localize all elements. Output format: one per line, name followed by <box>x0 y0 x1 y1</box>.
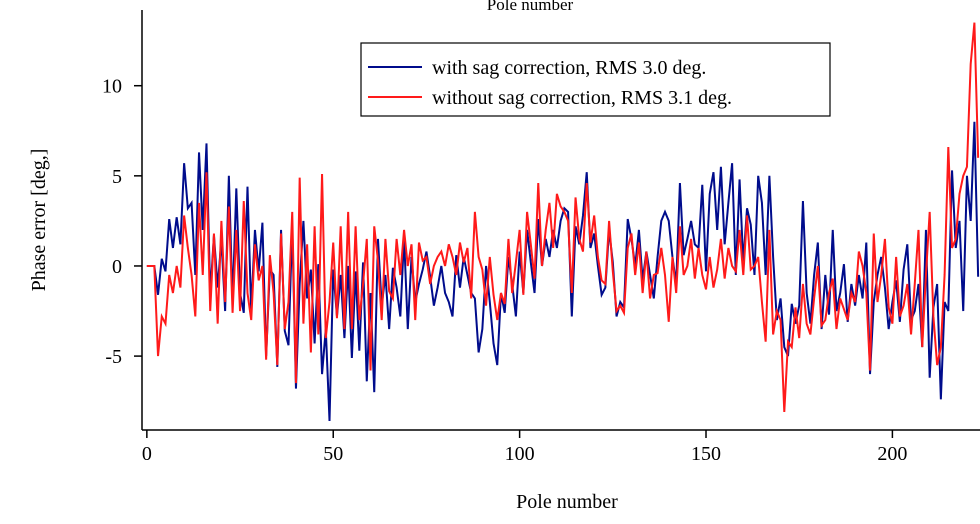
x-tick-label: 200 <box>877 443 907 465</box>
legend-label: without sag correction, RMS 3.1 deg. <box>432 87 732 109</box>
y-axis-label: Phase error [deg,] <box>28 149 50 292</box>
x-tick-label: 150 <box>691 443 721 465</box>
y-tick-label: -5 <box>105 346 122 368</box>
x-tick-label: 0 <box>142 443 152 465</box>
x-axis-label: Pole number <box>516 491 618 513</box>
x-tick-label: 50 <box>323 443 343 465</box>
series-line <box>146 22 980 413</box>
y-tick-label: 0 <box>112 256 122 278</box>
legend-label: with sag correction, RMS 3.0 deg. <box>432 57 706 79</box>
y-tick-label: 5 <box>112 166 122 188</box>
legend <box>360 42 831 117</box>
plot-area <box>146 22 980 422</box>
y-tick-label: 10 <box>102 76 122 98</box>
top-axis-label: Pole number <box>487 0 574 14</box>
series-line <box>146 121 980 422</box>
x-tick-label: 100 <box>505 443 535 465</box>
